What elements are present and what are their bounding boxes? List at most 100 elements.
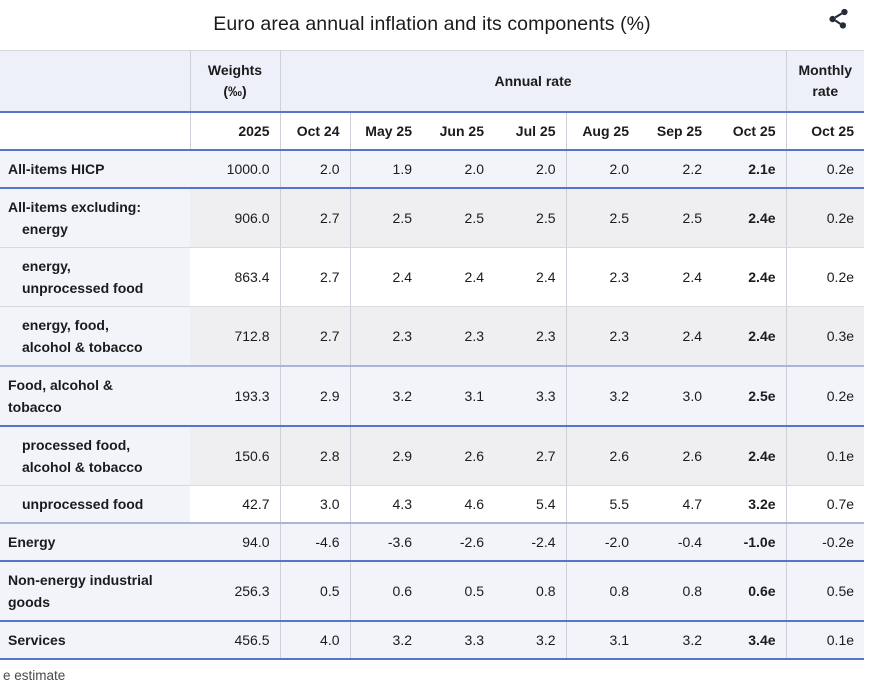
header-group-row: Weights (‰) Annual rate Monthly rate (0, 50, 865, 113)
weight-cell: 456.5 (190, 621, 280, 660)
corner-cell (0, 50, 190, 113)
row-label: All-items excluding: energy (0, 188, 190, 248)
annual-rate-cell: 2.4 (494, 247, 566, 307)
row-label-line: goods (8, 594, 50, 610)
weight-cell: 906.0 (190, 188, 280, 248)
table-header: Weights (‰) Annual rate Monthly rate 202… (0, 50, 865, 151)
month-header: Jun 25 (422, 112, 494, 151)
monthly-rate-header: Monthly rate (785, 50, 865, 113)
table-body: All-items HICP 1000.0 2.0 1.9 2.0 2.0 2.0 2.2 2.… (0, 150, 865, 660)
monthly-rate-cell: 0.2e (785, 366, 865, 427)
monthly-rate-cell: 0.3e (785, 306, 865, 367)
row-label-line: energy (22, 221, 68, 237)
monthly-rate-header-line1: Monthly (798, 62, 853, 78)
monthly-rate-cell: 0.2e (785, 247, 865, 307)
weight-cell: 1000.0 (190, 150, 280, 189)
monthly-rate-cell: 0.2e (785, 150, 865, 189)
page-title: Euro area annual inflation and its compo… (213, 13, 651, 35)
row-label: All-items HICP (0, 150, 190, 189)
annual-rate-cell: 0.6 (349, 561, 422, 622)
row-label-line: energy, (22, 258, 71, 274)
year-header: 2025 (189, 112, 280, 151)
row-label: Non-energy industrial goods (0, 561, 190, 622)
monthly-rate-cell: 0.5e (785, 561, 865, 622)
annual-rate-cell: 2.5 (349, 188, 422, 248)
row-label: unprocessed food (0, 485, 190, 524)
annual-rate-cell: 2.3 (565, 306, 639, 367)
annual-rate-cell: 2.4 (639, 247, 712, 307)
annual-rate-cell: 4.0 (279, 621, 350, 660)
annual-rate-cell: 2.4e (712, 188, 787, 248)
corner-cell (0, 112, 190, 151)
row-label: processed food, alcohol & tobacco (0, 426, 190, 486)
annual-rate-cell: 4.3 (349, 485, 422, 524)
annual-rate-cell: 2.6 (565, 426, 639, 486)
annual-rate-cell: -2.4 (494, 523, 566, 562)
weights-header-line1: Weights (207, 62, 263, 78)
annual-rate-cell: -0.4 (639, 523, 712, 562)
row-label: energy, food, alcohol & tobacco (0, 306, 190, 367)
annual-rate-cell: 2.3 (349, 306, 422, 367)
annual-rate-cell: 2.4 (422, 247, 494, 307)
annual-rate-cell: 1.9 (349, 150, 422, 189)
row-label-line: energy, food, (22, 317, 109, 333)
table-row: Energy 94.0 -4.6 -3.6 -2.6 -2.4 -2.0 -0.4 -1.0e -… (0, 523, 865, 562)
row-label-line: All-items HICP (8, 161, 105, 177)
table-row: Services 456.5 4.0 3.2 3.3 3.2 3.1 3.2 3.4e 0.1e (0, 621, 865, 660)
annual-rate-cell: 0.8 (565, 561, 639, 622)
weights-header-line2: (‰) (223, 83, 247, 99)
row-label: energy, unprocessed food (0, 247, 190, 307)
row-label-line: processed food, (22, 437, 131, 453)
month-header: Jul 25 (494, 112, 566, 151)
annual-rate-cell: 2.6 (639, 426, 712, 486)
annual-rate-cell: 2.7 (279, 188, 350, 248)
annual-rate-cell: 3.2 (639, 621, 712, 660)
weight-cell: 150.6 (190, 426, 280, 486)
row-label-line: unprocessed food (22, 496, 144, 512)
annual-rate-cell: 2.4 (349, 247, 422, 307)
annual-rate-cell: 2.3 (494, 306, 566, 367)
annual-rate-cell: 2.9 (349, 426, 422, 486)
estimate-footnote: e estimate (3, 668, 66, 683)
annual-rate-cell: 2.2 (639, 150, 712, 189)
annual-rate-cell: 3.1 (565, 621, 639, 660)
annual-rate-cell: 2.3 (422, 306, 494, 367)
annual-rate-header: Annual rate (279, 50, 787, 113)
inflation-table: Weights (‰) Annual rate Monthly rate 202… (0, 50, 865, 660)
annual-rate-cell: 3.3 (422, 621, 494, 660)
table-row: energy, food, alcohol & tobacco 712.8 2.7 2.… (0, 306, 865, 367)
annual-rate-cell: 3.3 (494, 366, 566, 427)
row-label-line: All-items excluding: (8, 199, 142, 215)
monthly-rate-cell: 0.1e (785, 621, 865, 660)
annual-rate-cell: 2.5 (639, 188, 712, 248)
table-row: All-items excluding: energy 906.0 2.7 2.5 2.5… (0, 188, 865, 248)
annual-rate-cell: 0.8 (494, 561, 566, 622)
row-label: Energy (0, 523, 190, 562)
annual-rate-cell: 2.8 (279, 426, 350, 486)
annual-rate-cell: 2.0 (565, 150, 639, 189)
row-label-line: alcohol & tobacco (22, 339, 143, 355)
weight-cell: 193.3 (190, 366, 280, 427)
table-row: Non-energy industrial goods 256.3 0.5 0.6 0.5… (0, 561, 865, 622)
annual-rate-cell: 0.5 (422, 561, 494, 622)
annual-rate-cell: 2.4 (639, 306, 712, 367)
monthly-rate-cell: -0.2e (785, 523, 865, 562)
weights-header: Weights (‰) (189, 50, 280, 113)
annual-rate-cell: 2.4e (712, 247, 787, 307)
annual-rate-cell: -4.6 (279, 523, 350, 562)
weight-cell: 712.8 (190, 306, 280, 367)
annual-rate-cell: 2.0 (494, 150, 566, 189)
table-row: energy, unprocessed food 863.4 2.7 2.4 2.4 2.4… (0, 247, 865, 307)
annual-rate-cell: -1.0e (712, 523, 787, 562)
annual-rate-cell: 0.6e (712, 561, 787, 622)
monthly-rate-cell: 0.2e (785, 188, 865, 248)
annual-rate-cell: 3.2 (349, 621, 422, 660)
share-button[interactable] (826, 7, 850, 31)
table-row: Food, alcohol & tobacco 193.3 2.9 3.2 3.1 3.3 3… (0, 366, 865, 427)
row-label-line: unprocessed food (22, 280, 144, 296)
annual-rate-cell: 3.0 (639, 366, 712, 427)
monthly-rate-header-line2: rate (812, 83, 839, 99)
row-label-line: Non-energy industrial (8, 572, 153, 588)
annual-rate-cell: 0.5 (279, 561, 350, 622)
